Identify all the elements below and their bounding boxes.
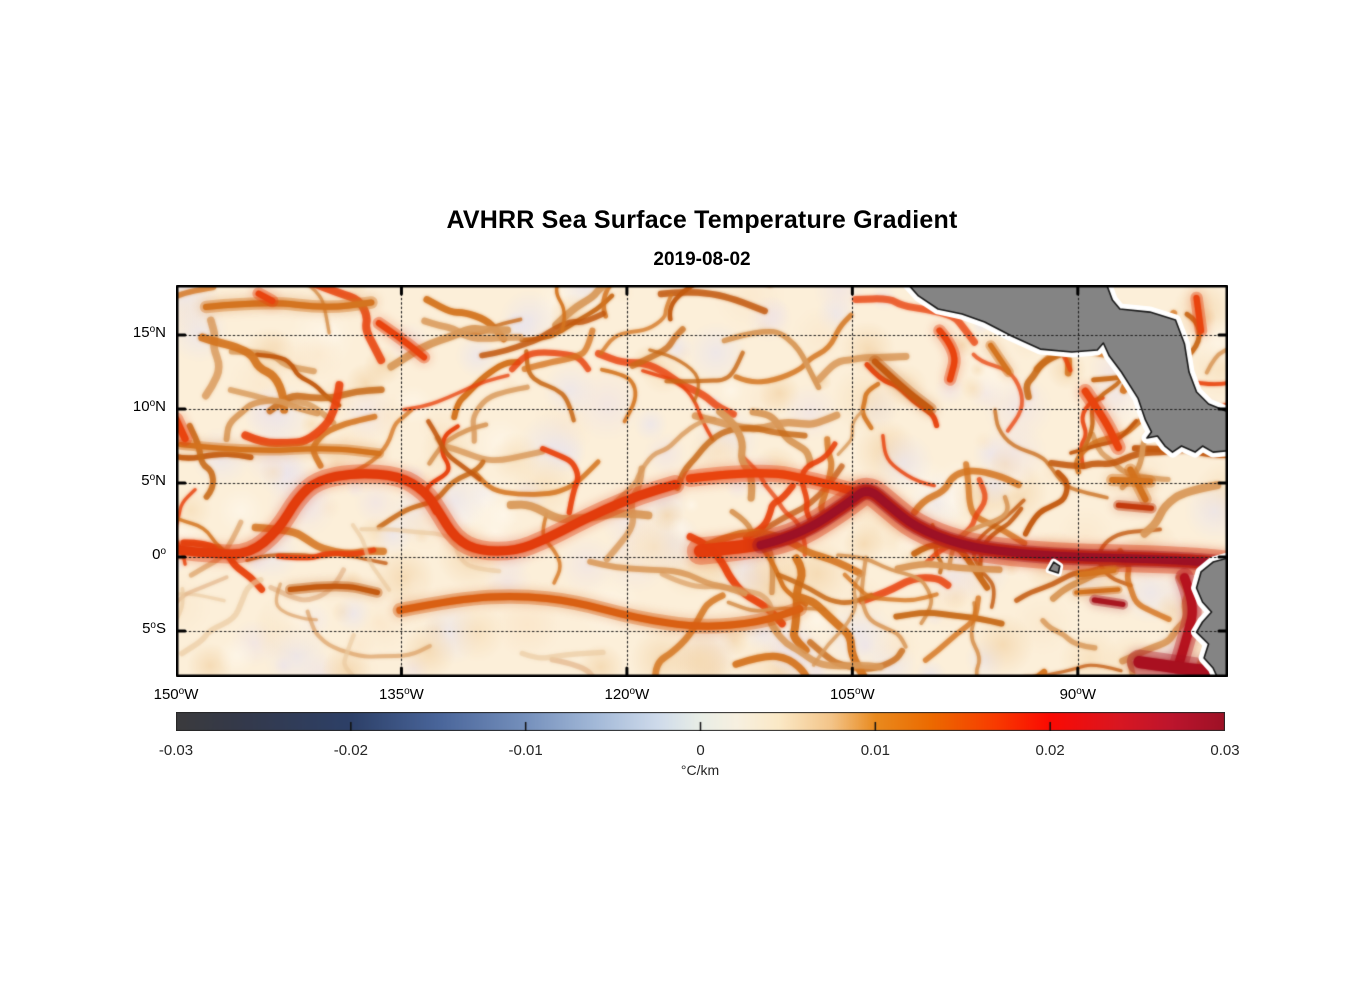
y-tick-label: 0o: [152, 546, 166, 564]
colorbar-tick-label: -0.03: [158, 742, 194, 759]
y-tick-label: 5oS: [142, 620, 166, 638]
x-tick-label: 135oW: [379, 686, 424, 703]
x-tick-label: 105oW: [829, 686, 875, 703]
figure-title: AVHRR Sea Surface Temperature Gradient: [446, 206, 958, 234]
figure-date: 2019-08-02: [653, 249, 751, 270]
colorbar-tick-label: -0.02: [333, 742, 368, 759]
map-panel: [176, 285, 1228, 677]
colorbar-tick-label: 0.01: [860, 742, 890, 759]
colorbar-unit-label: °C/km: [680, 762, 720, 778]
x-tick-label: 90oW: [1059, 686, 1096, 703]
x-tick-label: 120oW: [604, 686, 650, 703]
map-canvas: [176, 285, 1228, 677]
y-tick-label: 10oN: [132, 398, 166, 416]
colorbar-tick-label: 0: [696, 742, 705, 759]
y-tick-label: 5oN: [141, 472, 166, 490]
colorbar-tick-label: 0.02: [1035, 742, 1065, 759]
x-tick-label: 150oW: [153, 686, 199, 703]
colorbar-tick-label: 0.03: [1210, 742, 1240, 759]
y-tick-label: 15oN: [132, 324, 166, 342]
colorbar-tick-label: -0.01: [508, 742, 543, 759]
colorbar-canvas: [176, 712, 1225, 731]
